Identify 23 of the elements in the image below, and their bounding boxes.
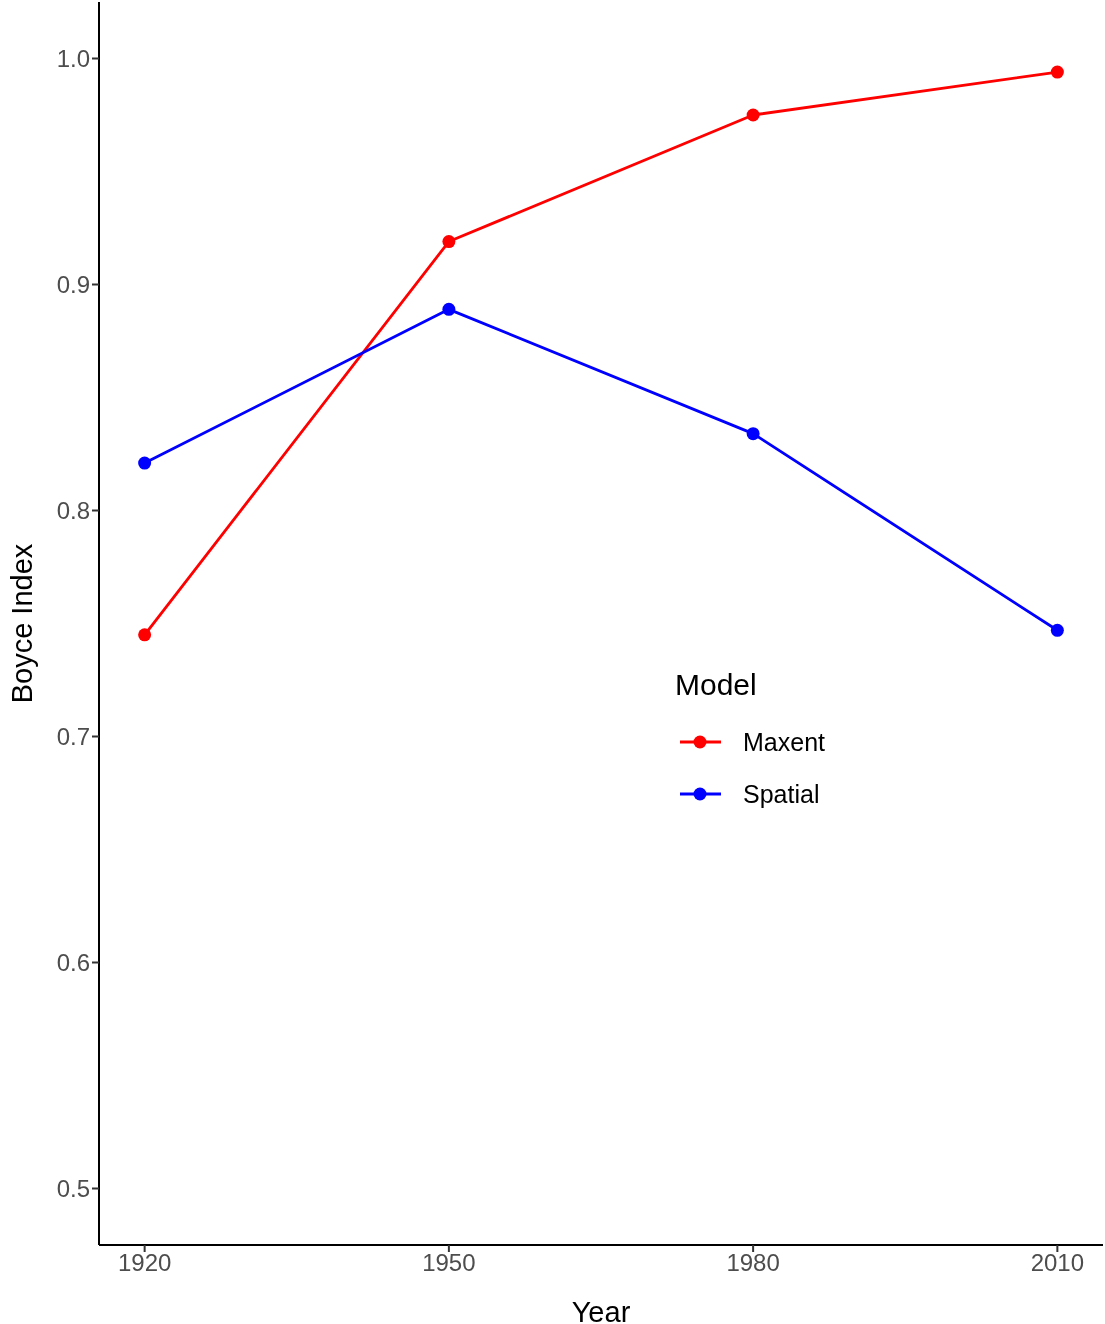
x-tick-label: 1950 bbox=[422, 1249, 476, 1277]
point bbox=[746, 108, 760, 122]
point bbox=[1050, 623, 1064, 637]
point bbox=[442, 302, 456, 316]
point bbox=[442, 235, 456, 249]
y-tick-label: 0.5 bbox=[56, 1175, 90, 1203]
y-axis-title: Boyce Index bbox=[6, 543, 39, 704]
y-tick-label: 0.8 bbox=[56, 497, 90, 525]
y-tick-label: 1.0 bbox=[56, 45, 90, 73]
point bbox=[138, 456, 152, 470]
x-tick-label: 1980 bbox=[726, 1249, 780, 1277]
point bbox=[138, 628, 152, 642]
legend-label: Maxent bbox=[743, 727, 825, 757]
x-tick-label: 1920 bbox=[117, 1249, 172, 1277]
y-tick-label: 0.6 bbox=[56, 949, 90, 977]
y-tick-label: 0.9 bbox=[56, 271, 90, 299]
x-tick-label: 2010 bbox=[1030, 1249, 1085, 1277]
legend-title: Model bbox=[675, 668, 758, 702]
point bbox=[1050, 65, 1064, 79]
x-axis-title: Year bbox=[571, 1296, 631, 1324]
point bbox=[746, 427, 760, 441]
y-tick-label: 0.7 bbox=[56, 723, 90, 751]
legend-label: Spatial bbox=[743, 779, 820, 809]
